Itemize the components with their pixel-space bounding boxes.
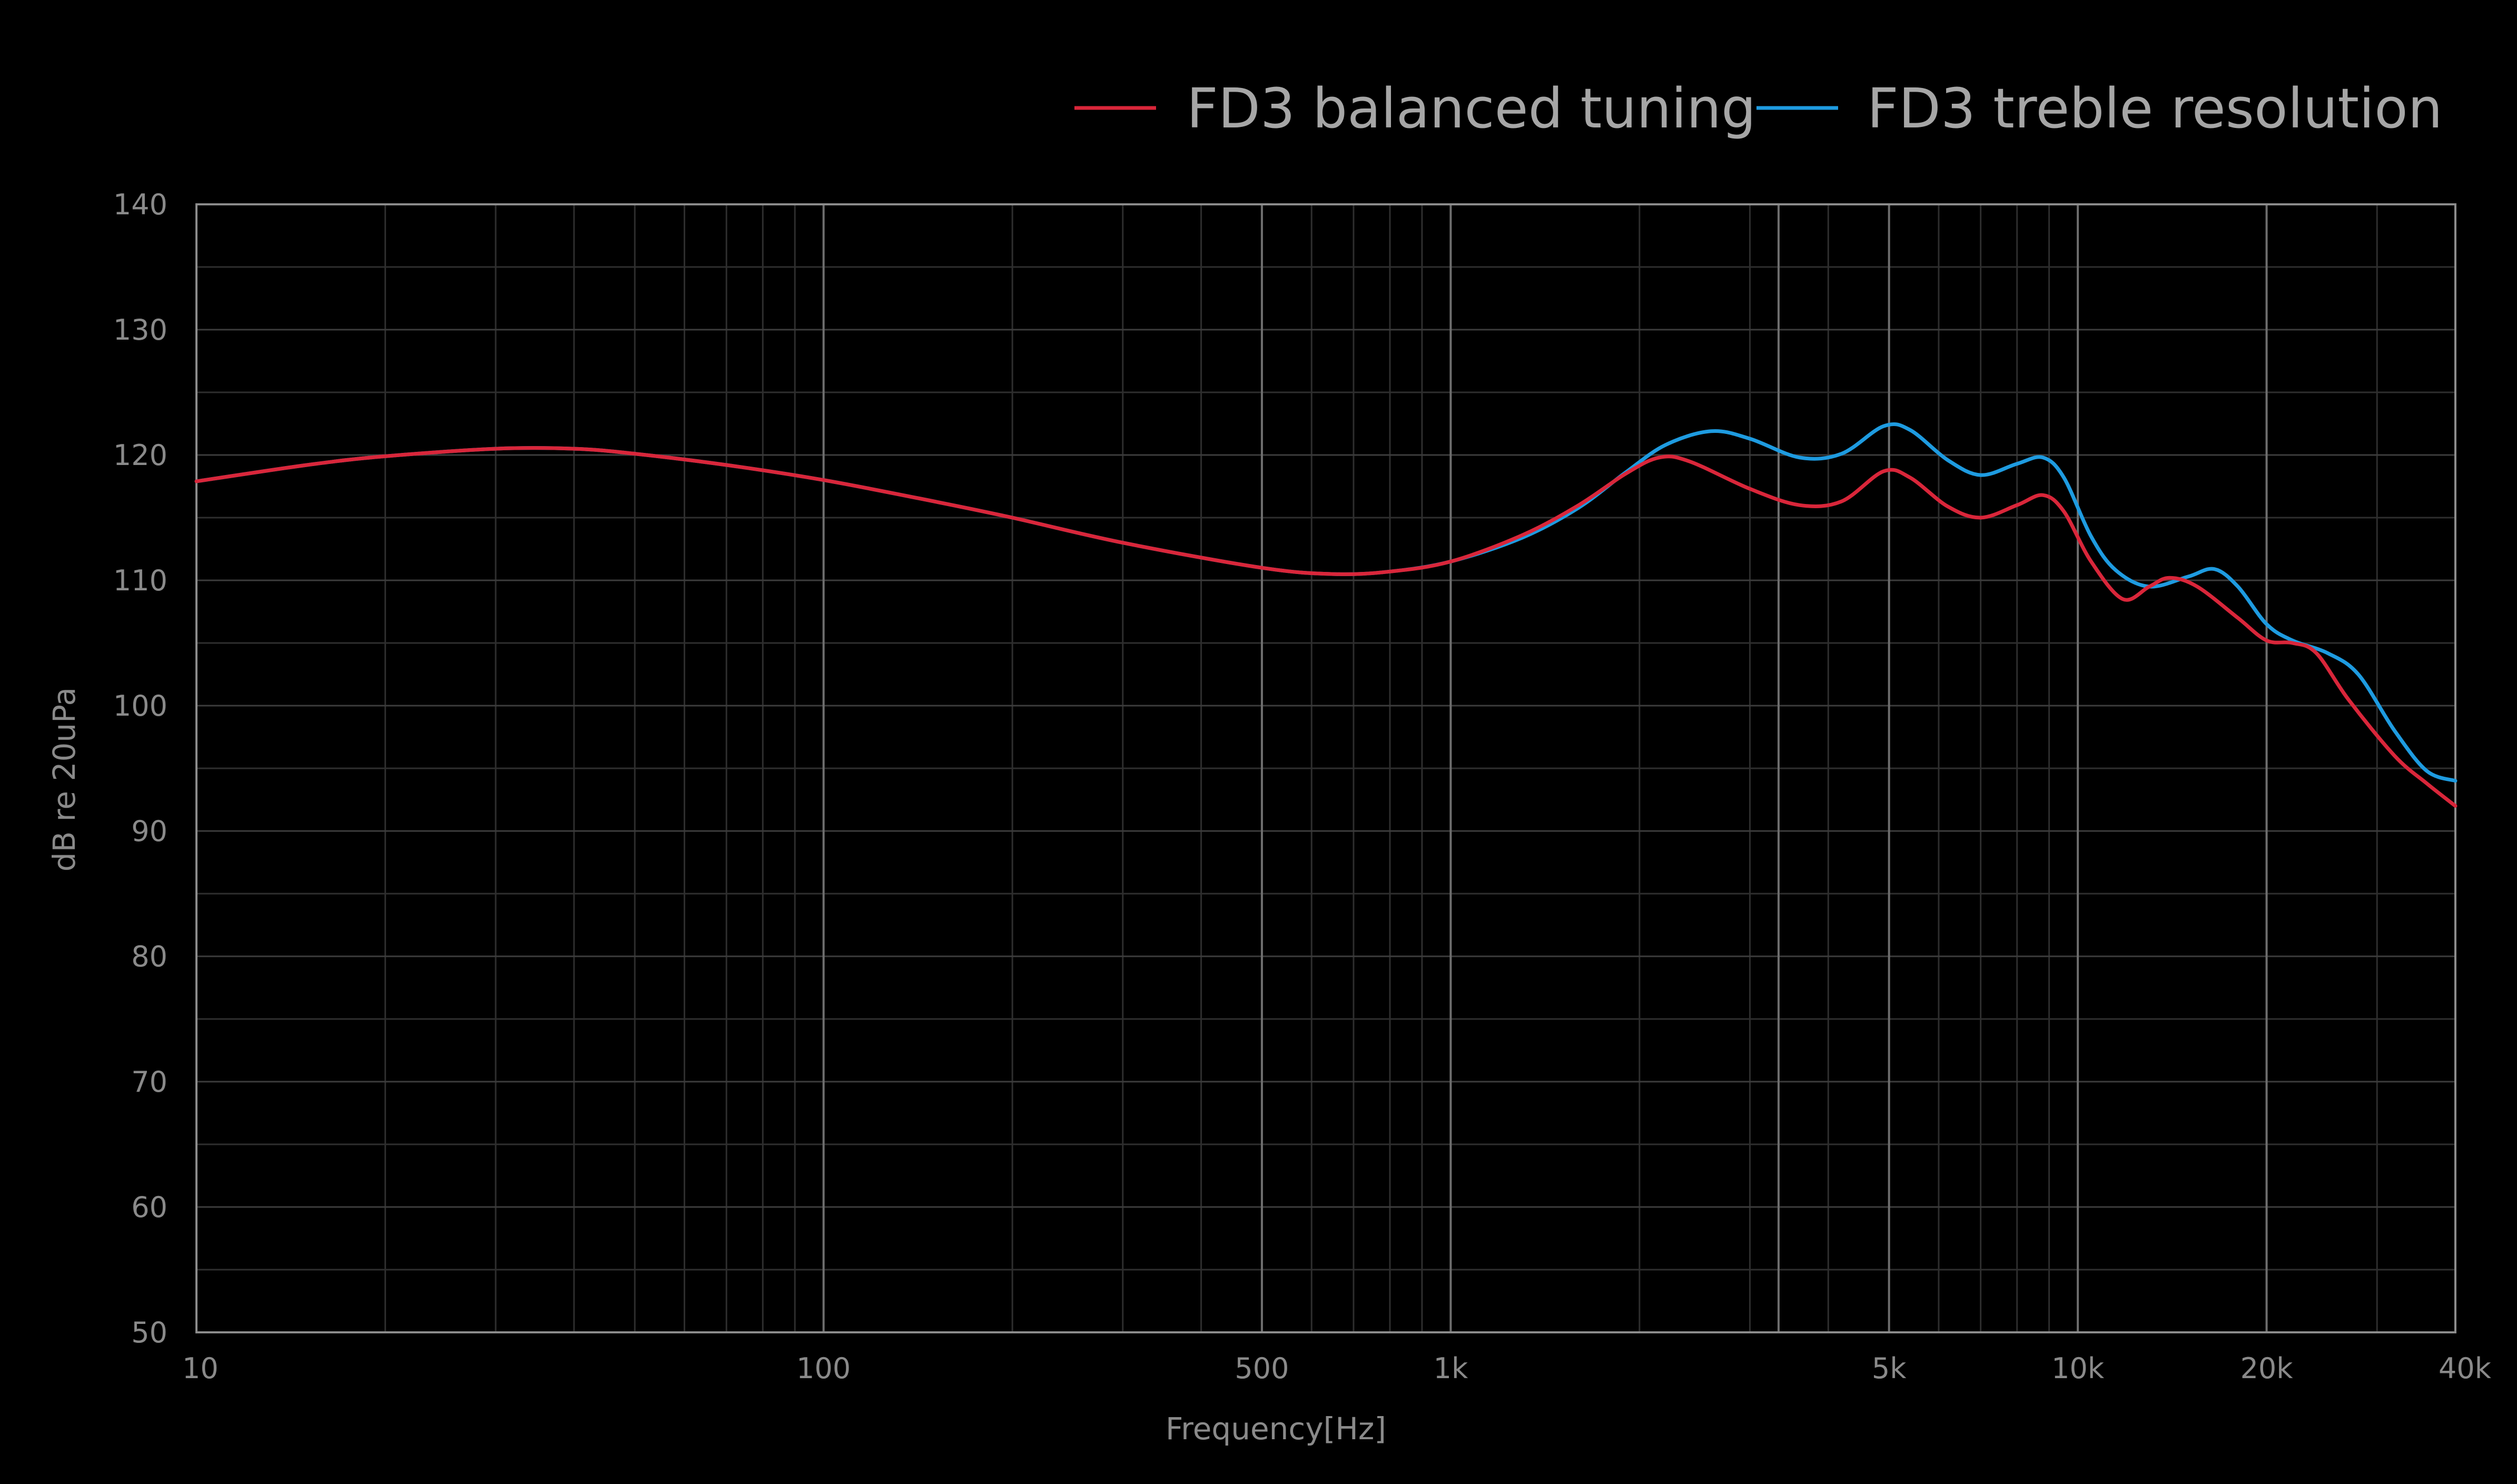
y-tick-label: 120 <box>113 439 167 472</box>
x-tick-label: 40k <box>2439 1352 2492 1385</box>
y-tick-label: 130 <box>113 313 167 347</box>
x-tick-label: 500 <box>1235 1352 1289 1385</box>
x-tick-label: 1k <box>1434 1352 1468 1385</box>
legend: FD3 balanced tuning FD3 treble resolution <box>1074 76 2443 141</box>
x-tick-label: 10 <box>182 1352 219 1385</box>
y-tick-label: 140 <box>113 188 167 221</box>
y-tick-label: 110 <box>113 564 167 597</box>
legend-label-balanced-tuning: FD3 balanced tuning <box>1187 76 1756 141</box>
x-axis-title: Frequency[Hz] <box>1166 1411 1386 1447</box>
y-tick-labels: 140 130 120 110 100 90 80 70 60 50 <box>113 188 167 1349</box>
x-tick-label: 100 <box>796 1352 851 1385</box>
x-tick-labels: 10 100 500 1k 5k 10k 20k 40k <box>182 1352 2492 1385</box>
series-line-balanced-tuning <box>194 446 2457 808</box>
y-tick-label: 100 <box>113 689 167 723</box>
x-tick-label: 5k <box>1872 1352 1907 1385</box>
y-tick-label: 70 <box>131 1065 167 1099</box>
x-tick-label: 10k <box>2051 1352 2105 1385</box>
major-gridlines <box>196 204 2455 1332</box>
y-tick-label: 50 <box>131 1316 167 1349</box>
y-axis-title: dB re 20uPa <box>46 687 82 872</box>
legend-label-treble-resolution: FD3 treble resolution <box>1867 76 2443 141</box>
y-tick-label: 60 <box>131 1191 167 1224</box>
x-tick-label: 20k <box>2240 1352 2294 1385</box>
y-tick-label: 90 <box>131 815 167 848</box>
plot-frame <box>195 203 2456 1333</box>
y-tick-label: 80 <box>131 940 167 973</box>
series-lines <box>194 422 2457 808</box>
